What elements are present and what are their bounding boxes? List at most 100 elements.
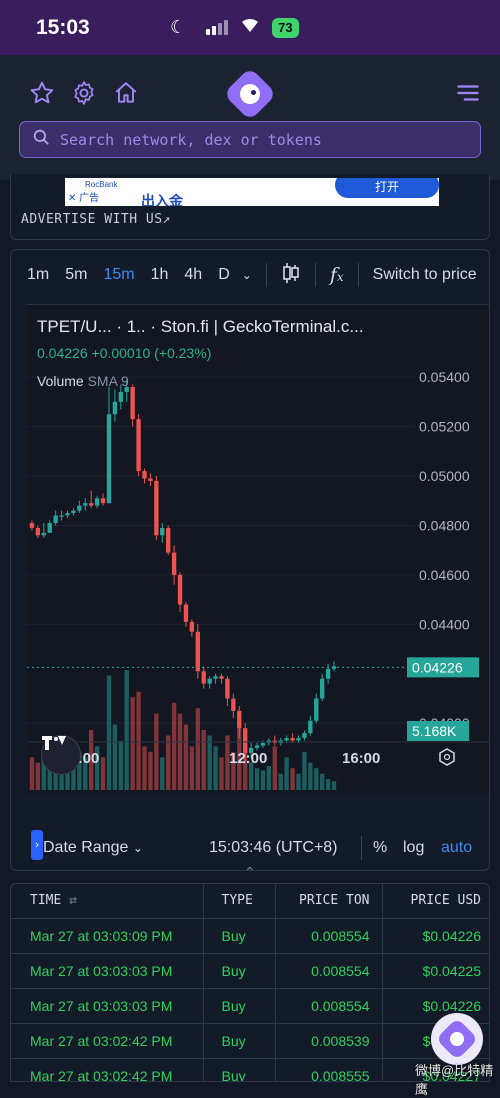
volume-bar (130, 697, 135, 790)
volume-bar (195, 708, 200, 790)
chart-legend-title: TPET/U... · 1.. · Ston.fi | GeckoTermina… (37, 317, 364, 336)
volume-bar (83, 757, 88, 790)
volume-bar (189, 746, 195, 790)
indicators-fx-icon[interactable]: fx (329, 264, 344, 286)
switch-to-button[interactable]: Switch to price (372, 266, 477, 283)
timeframe-d[interactable]: D (218, 266, 230, 283)
candle-body (154, 480, 159, 536)
chart-settings-icon[interactable] (439, 748, 455, 766)
geckoterminal-logo[interactable] (223, 67, 277, 121)
hamburger-menu-icon[interactable] (455, 80, 481, 106)
timeframe-4h[interactable]: 4h (184, 266, 203, 283)
chart-background (27, 305, 489, 795)
candle-body (136, 419, 141, 472)
wifi-icon (240, 17, 260, 38)
search-input[interactable] (60, 130, 460, 149)
advertise-link[interactable]: ADVERTISE WITH US↗ (21, 212, 171, 227)
table-row[interactable]: Mar 27 at 03:03:03 PM Buy 0.008554 $0.04226 (11, 988, 489, 1024)
volume-bar (201, 730, 206, 790)
floating-logo-button[interactable] (431, 1013, 483, 1065)
candle-type-icon[interactable] (281, 262, 301, 289)
volume-bar (290, 768, 295, 790)
date-range-label: Date Range (43, 839, 129, 856)
candle-body (296, 738, 301, 741)
close-icon[interactable]: ✕ (68, 193, 77, 204)
percent-toggle[interactable]: % (373, 839, 388, 856)
table-row[interactable]: Mar 27 at 03:03:03 PM Buy 0.008554 $0.04225 (11, 953, 489, 989)
volume-bar (254, 768, 260, 790)
scale-handle[interactable]: › (31, 830, 43, 860)
candle-body (130, 387, 135, 420)
candlestick-chart[interactable]: 0.05400 0.05200 0.05000 0.04800 0.04600 0.044… (27, 305, 490, 795)
tradingview-logo[interactable] (41, 735, 81, 775)
legend-last-price: 0.04226 (37, 345, 88, 361)
auto-scale-toggle[interactable]: auto (441, 839, 473, 856)
ad-brand: RocBank (85, 180, 118, 189)
header-price-usd: PRICE USD (382, 884, 489, 919)
gear-icon[interactable] (71, 80, 97, 106)
header-type: TYPE (203, 884, 276, 919)
volume-bar (65, 770, 70, 790)
candle-body (148, 478, 153, 481)
timeframe-15m[interactable]: 15m (103, 266, 135, 283)
candle-body (302, 733, 307, 739)
trade-price-usd: $0.04226 (382, 918, 489, 954)
log-toggle[interactable]: log (403, 839, 425, 856)
current-price-label: 0.04226 (412, 659, 463, 675)
table-row[interactable]: Mar 27 at 03:03:09 PM Buy 0.008554 $0.04226 (11, 918, 489, 954)
y-tick-label: 0.05400 (419, 369, 470, 385)
volume-bar (100, 757, 106, 790)
search-bar[interactable] (19, 121, 481, 158)
timeframe-1h[interactable]: 1h (150, 266, 169, 283)
trade-type: Buy (203, 1058, 276, 1081)
chevron-down-icon[interactable]: ⌄ (241, 268, 252, 282)
volume-bar (278, 773, 283, 790)
ad-badge-label: 广告 (79, 193, 100, 204)
swap-icon[interactable]: ⇄ (69, 893, 77, 909)
price-chart[interactable]: 0.05400 0.05200 0.05000 0.04800 0.04600 0.044… (27, 304, 490, 860)
volume-bar (225, 735, 230, 790)
volume-bar (284, 757, 289, 790)
star-icon[interactable] (29, 80, 55, 106)
ad-banner[interactable]: RocBank ✕ 广告 出入金 打开 (65, 178, 439, 206)
candle-body (177, 574, 183, 605)
candle-body (142, 471, 147, 479)
candle-body (35, 527, 41, 536)
chart-clock[interactable]: 15:03:46 (UTC+8) (209, 839, 338, 856)
candle-body (166, 527, 171, 553)
header-time[interactable]: TIME ⇄ (11, 884, 204, 919)
chart-toolbar: 1m 5m 15m 1h 4h D ⌄ fx Switch to price (11, 250, 489, 300)
status-bar: 15:03 ☾ 73 (0, 0, 500, 55)
cellular-signal-icon (206, 20, 229, 35)
volume-bar (29, 757, 35, 790)
header-time-label: TIME (30, 893, 62, 909)
volume-bar (160, 757, 165, 790)
bottom-divider (361, 836, 362, 860)
toolbar-divider (357, 263, 359, 287)
home-icon[interactable] (113, 80, 139, 106)
trade-time: Mar 27 at 03:03:03 PM (11, 953, 204, 989)
candle-body (160, 527, 165, 536)
watermark: 微博@比特精鹰 (415, 1063, 494, 1097)
timeframe-5m[interactable]: 5m (65, 266, 88, 283)
candle-body (71, 510, 76, 514)
moon-icon: ☾ (170, 17, 187, 37)
timeframe-1m[interactable]: 1m (27, 266, 50, 283)
ad-cta-button[interactable]: 打开 (335, 178, 439, 198)
candle-body (225, 678, 230, 699)
volume-bar (260, 770, 266, 790)
volume-bar (177, 713, 183, 790)
header-price-ton: PRICE TON (275, 884, 383, 919)
volume-bar (302, 751, 307, 790)
ad-text: 出入金 (141, 180, 183, 206)
volume-bar (243, 746, 248, 790)
volume-bar (154, 713, 159, 790)
status-time: 15:03 (36, 15, 90, 39)
volume-bar (237, 724, 242, 790)
date-range-button[interactable]: Date Range ⌄ (43, 839, 143, 857)
volume-indicator: SMA 9 (87, 373, 129, 389)
ad-section: RocBank ✕ 广告 出入金 打开 ADVERTISE WITH US↗ (10, 174, 490, 240)
y-tick-label: 0.04400 (419, 616, 470, 632)
volume-bar (231, 751, 236, 790)
